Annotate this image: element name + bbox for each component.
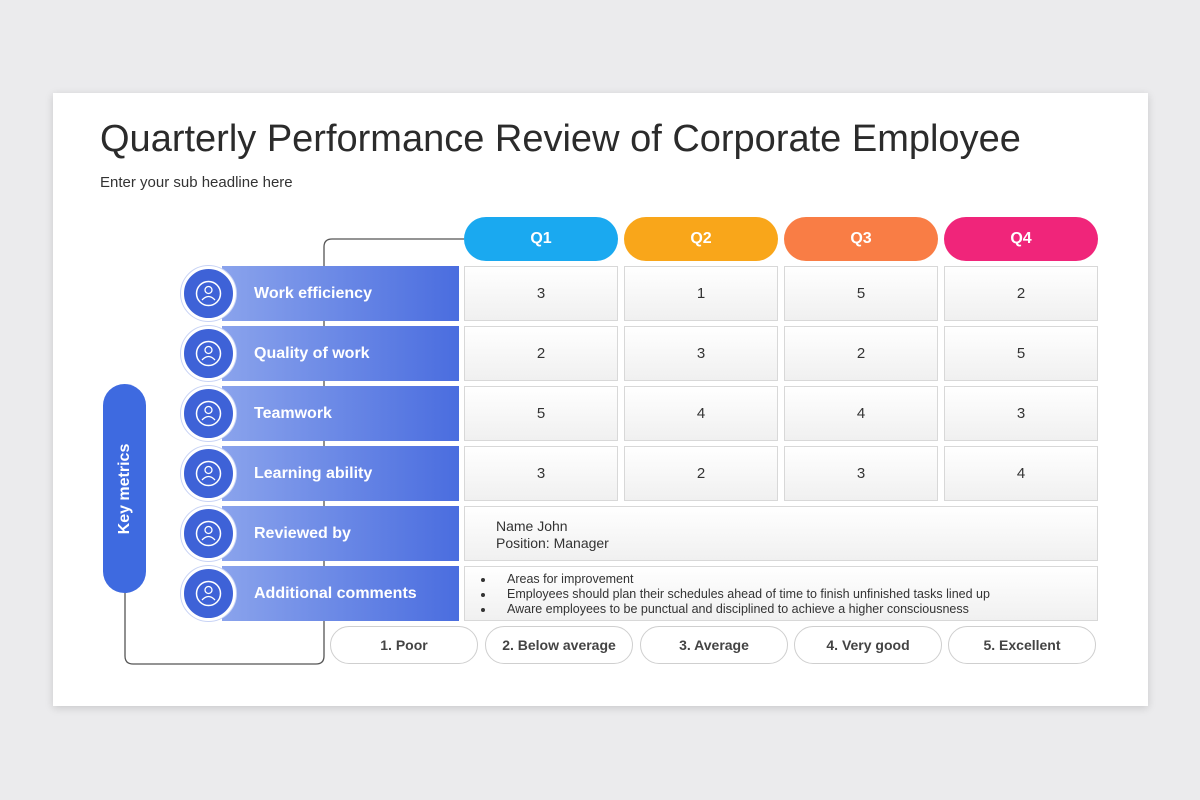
row-label: Quality of work <box>222 326 459 381</box>
row-label: Reviewed by <box>222 506 459 561</box>
scale-pill: 5. Excellent <box>948 626 1096 664</box>
score-cell: 3 <box>784 446 938 501</box>
row-icon <box>181 506 236 561</box>
quarter-header: Q1 <box>464 217 618 261</box>
quarter-header: Q3 <box>784 217 938 261</box>
score-cell: 5 <box>784 266 938 321</box>
icon-glyph <box>195 460 222 487</box>
score-cell: 1 <box>624 266 778 321</box>
comment-item: Areas for improvement <box>495 572 1097 587</box>
icon-glyph <box>195 520 222 547</box>
scale-pill: 2. Below average <box>485 626 633 664</box>
row-label: Learning ability <box>222 446 459 501</box>
comment-item: Aware employees to be punctual and disci… <box>495 602 1097 617</box>
comment-item: Employees should plan their schedules ah… <box>495 587 1097 602</box>
score-cell: 4 <box>784 386 938 441</box>
reviewer-line: Position: Manager <box>496 535 609 551</box>
score-cell: 3 <box>464 446 618 501</box>
score-cell: 2 <box>624 446 778 501</box>
score-cell: 4 <box>624 386 778 441</box>
row-label: Teamwork <box>222 386 459 441</box>
row-icon <box>181 266 236 321</box>
row-icon <box>181 326 236 381</box>
title: Quarterly Performance Review of Corporat… <box>100 118 1021 160</box>
score-cell: 2 <box>784 326 938 381</box>
row-label: Additional comments <box>222 566 459 621</box>
scale-pill: 4. Very good <box>794 626 942 664</box>
score-cell: 3 <box>944 386 1098 441</box>
score-cell: 2 <box>464 326 618 381</box>
row-icon <box>181 566 236 621</box>
score-cell: 2 <box>944 266 1098 321</box>
side-label-text: Key metrics <box>115 443 133 534</box>
row-icon <box>181 386 236 441</box>
scale-pill: 1. Poor <box>330 626 478 664</box>
reviewer-line: Name John <box>496 518 568 534</box>
side-label: Key metrics <box>103 384 146 593</box>
score-cell: 4 <box>944 446 1098 501</box>
comments-cell: Areas for improvementEmployees should pl… <box>464 566 1098 621</box>
subtitle: Enter your sub headline here <box>100 174 293 191</box>
icon-glyph <box>195 580 222 607</box>
icon-glyph <box>195 340 222 367</box>
scale-pill: 3. Average <box>640 626 788 664</box>
quarter-header: Q4 <box>944 217 1098 261</box>
icon-glyph <box>195 280 222 307</box>
score-cell: 5 <box>464 386 618 441</box>
quarter-header: Q2 <box>624 217 778 261</box>
connector-line <box>124 238 464 665</box>
score-cell: 5 <box>944 326 1098 381</box>
score-cell: 3 <box>464 266 618 321</box>
row-icon <box>181 446 236 501</box>
score-cell: 3 <box>624 326 778 381</box>
reviewer-cell: Name John Position: Manager <box>464 506 1098 561</box>
icon-glyph <box>195 400 222 427</box>
comments-list: Areas for improvementEmployees should pl… <box>465 572 1097 617</box>
row-label: Work efficiency <box>222 266 459 321</box>
